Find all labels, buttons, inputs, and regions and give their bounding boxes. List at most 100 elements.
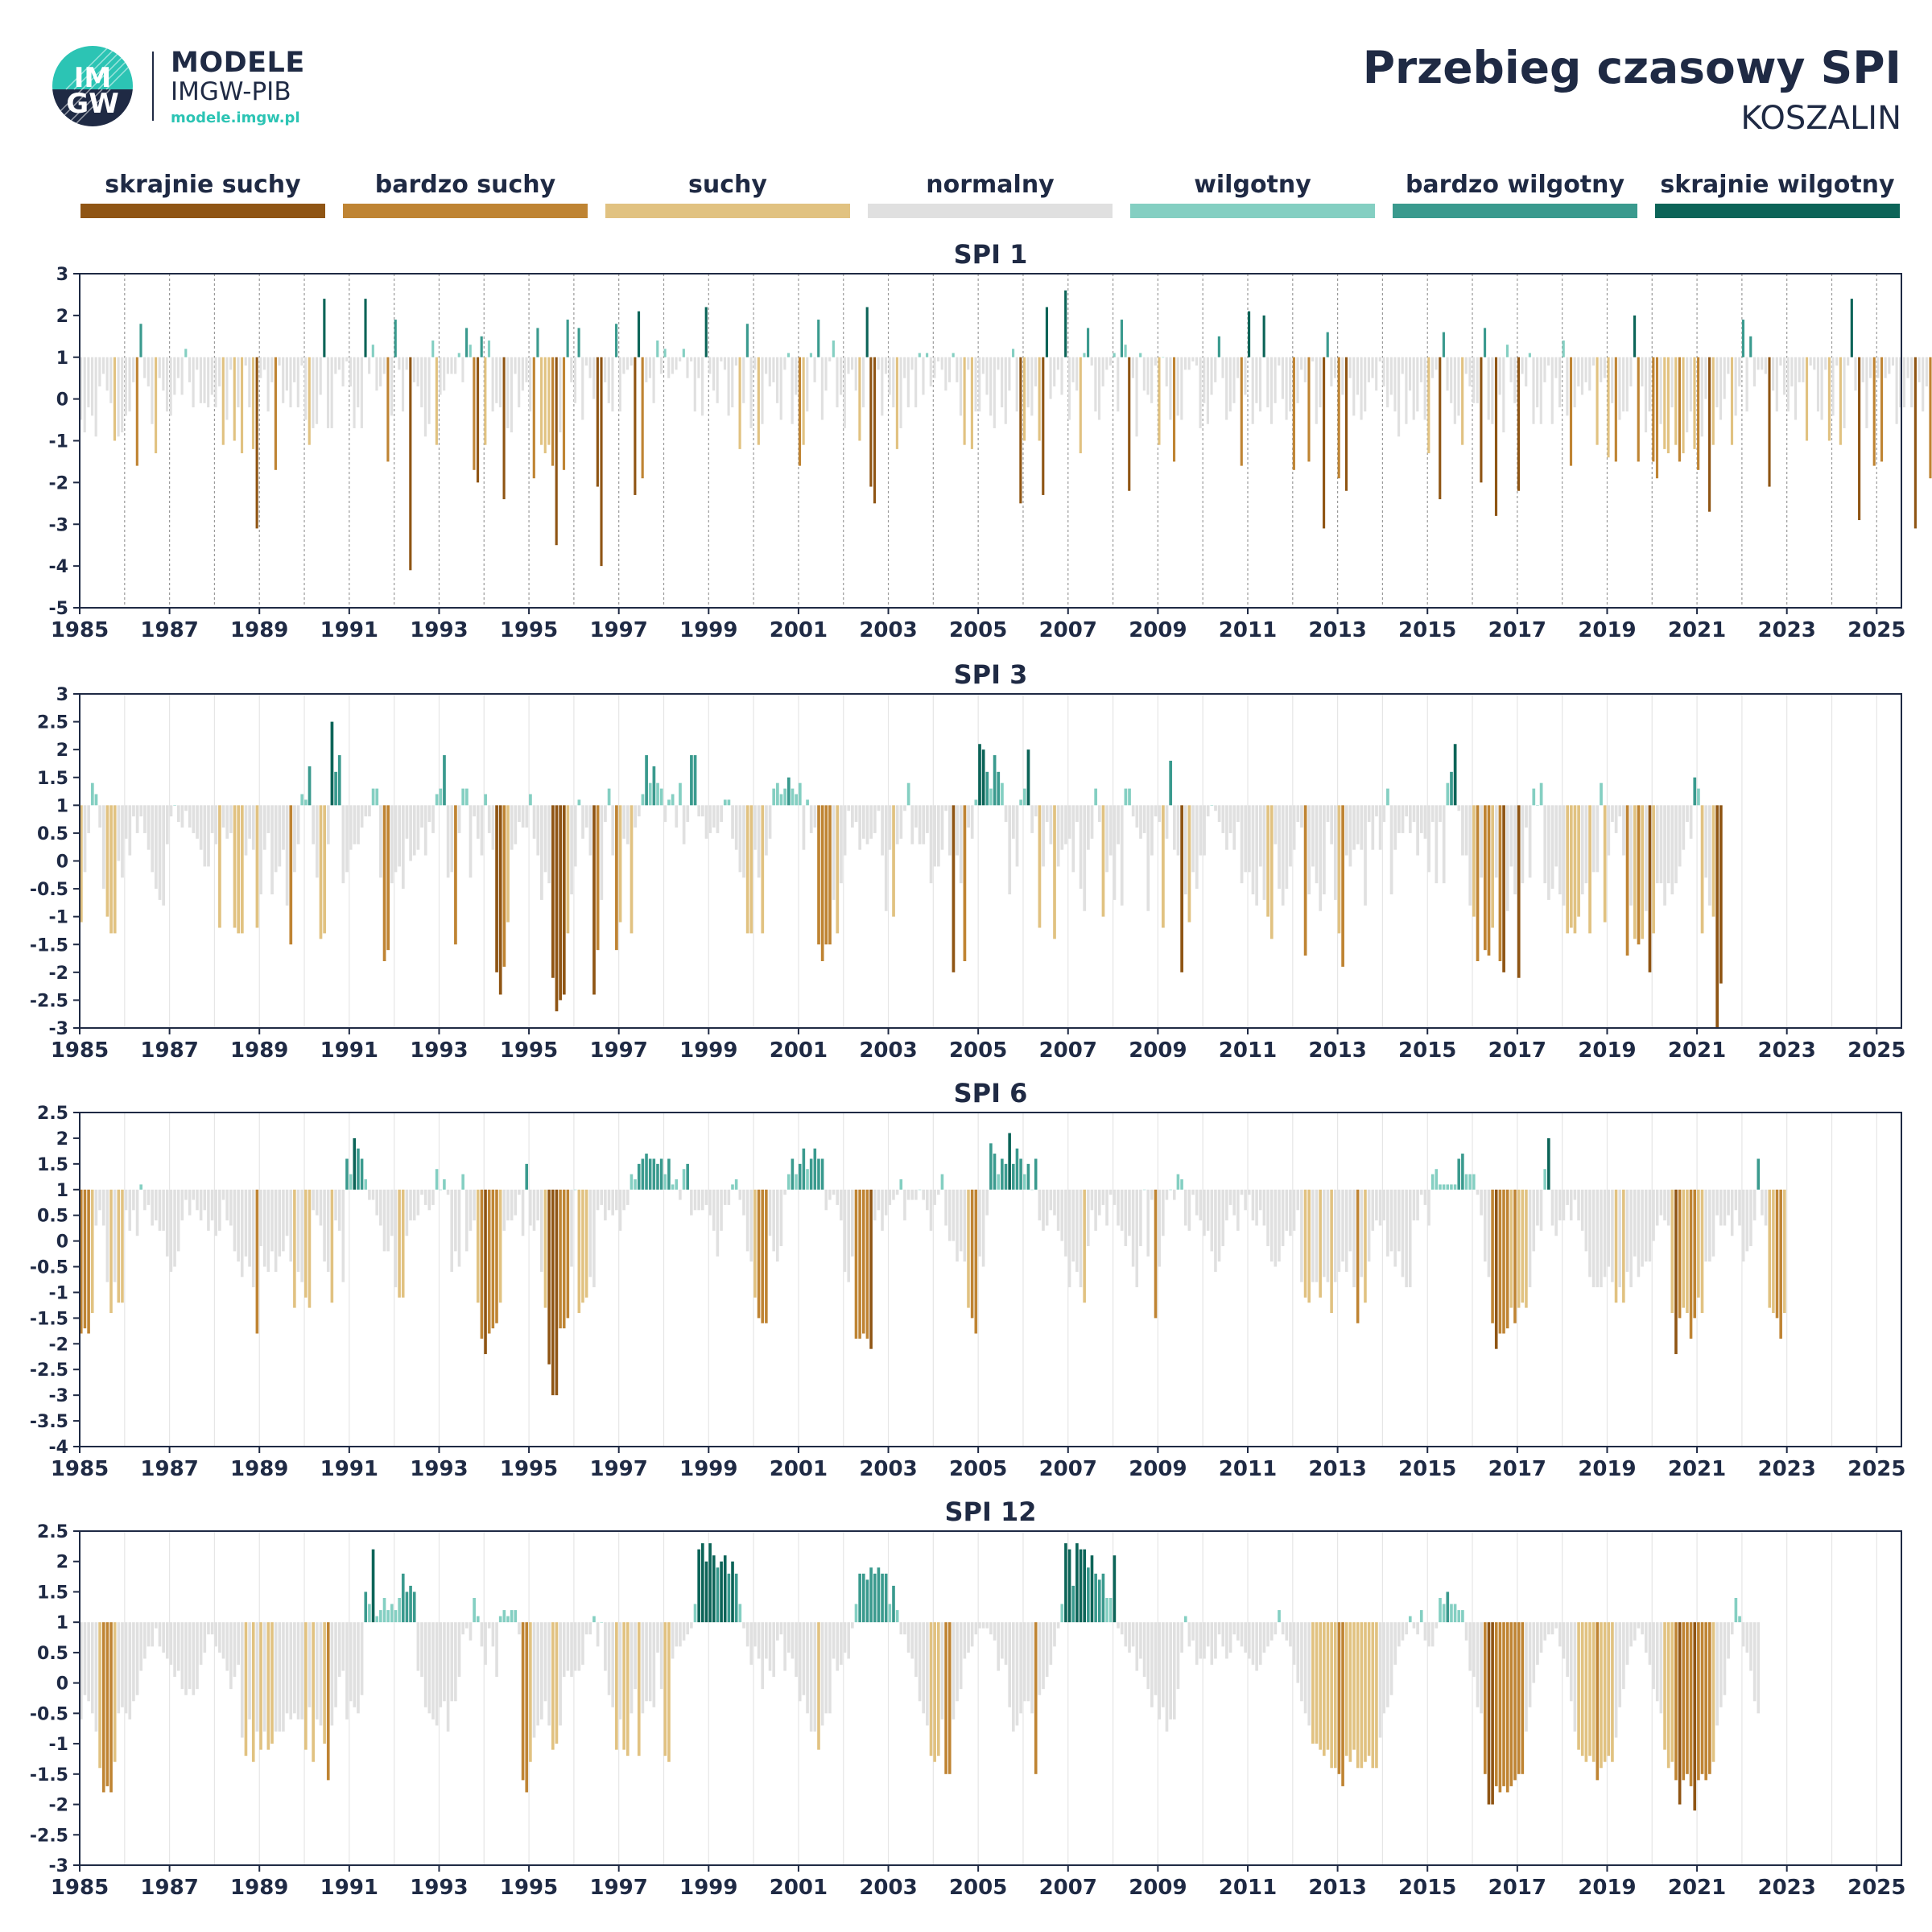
spi-bar bbox=[1880, 357, 1884, 462]
spi-bar bbox=[1307, 357, 1311, 462]
spi-bar bbox=[1303, 805, 1307, 956]
spi-bar bbox=[278, 357, 281, 366]
spi-bar bbox=[809, 1158, 813, 1190]
x-tick-label: 1985 bbox=[51, 1876, 109, 1900]
spi-bar bbox=[1697, 788, 1700, 806]
spi-bar bbox=[734, 1179, 738, 1190]
spi-bar bbox=[1292, 1622, 1296, 1665]
spi-bar bbox=[1034, 805, 1038, 817]
spi-bar bbox=[1150, 1622, 1154, 1707]
spi-bar bbox=[604, 357, 607, 382]
spi-bar bbox=[1682, 1189, 1686, 1308]
spi-bar bbox=[1423, 1189, 1427, 1205]
spi-bar bbox=[1633, 315, 1637, 357]
spi-bar bbox=[840, 1622, 843, 1665]
spi-bar bbox=[1591, 1189, 1596, 1288]
spi-bar bbox=[1251, 1189, 1255, 1221]
spi-bar bbox=[611, 1189, 614, 1216]
spi-bar bbox=[1491, 1189, 1494, 1323]
spi-bar bbox=[1015, 1148, 1019, 1190]
x-tick-label: 2003 bbox=[859, 618, 917, 642]
spi-bar bbox=[899, 1179, 903, 1190]
spi-bar bbox=[634, 1179, 637, 1190]
spi-bar bbox=[1562, 341, 1565, 357]
spi-bar bbox=[1502, 1622, 1505, 1786]
spi-bar bbox=[312, 357, 315, 428]
spi-bar bbox=[1442, 332, 1445, 357]
spi-bar bbox=[881, 1189, 884, 1231]
spi-bar bbox=[121, 1622, 124, 1707]
spi-bar bbox=[1344, 1622, 1348, 1757]
spi-bar bbox=[155, 1189, 158, 1221]
spi-bar bbox=[323, 805, 327, 934]
spi-bar bbox=[80, 805, 83, 923]
spi-bar bbox=[1476, 357, 1479, 403]
spi-bar bbox=[704, 307, 708, 357]
spi-bar bbox=[1730, 357, 1734, 445]
spi-bar bbox=[1532, 788, 1536, 806]
spi-bar bbox=[487, 1189, 491, 1334]
spi-bar bbox=[1472, 1622, 1476, 1678]
spi-bar bbox=[993, 1154, 997, 1190]
spi-bar bbox=[1285, 357, 1288, 420]
spi-bar bbox=[87, 1189, 90, 1334]
spi-bar bbox=[439, 1189, 443, 1191]
spi-bar bbox=[1745, 357, 1748, 412]
spi-bar bbox=[1457, 805, 1461, 811]
spi-bar bbox=[840, 805, 843, 884]
spi-bar bbox=[1315, 805, 1319, 884]
spi-bar bbox=[1176, 1174, 1180, 1190]
spi-bar bbox=[237, 1189, 240, 1262]
spi-bar bbox=[457, 1189, 461, 1267]
spi-bar bbox=[1558, 1622, 1562, 1647]
spi-bar bbox=[1042, 1189, 1045, 1231]
spi-bar bbox=[1389, 1189, 1393, 1252]
spi-bar bbox=[997, 1174, 1000, 1190]
spi-bar bbox=[529, 1622, 532, 1762]
spi-bar bbox=[368, 805, 371, 817]
spi-bar bbox=[1337, 357, 1340, 479]
spi-bar bbox=[1266, 357, 1269, 407]
spi-bar bbox=[993, 1622, 997, 1641]
spi-bar bbox=[1487, 1622, 1491, 1805]
spi-bar bbox=[1697, 357, 1700, 470]
spi-bar bbox=[1022, 357, 1026, 441]
spi-bar bbox=[416, 1622, 420, 1671]
spi-bar bbox=[379, 357, 382, 387]
spi-bar bbox=[1918, 357, 1921, 382]
spi-bar bbox=[858, 1573, 861, 1623]
spi-bar bbox=[1596, 1622, 1600, 1781]
spi-bar bbox=[967, 1189, 970, 1308]
x-tick-label: 1999 bbox=[679, 618, 737, 642]
spi-bar bbox=[1172, 1189, 1176, 1200]
spi-bar bbox=[637, 1163, 641, 1190]
spi-bar bbox=[1686, 1622, 1689, 1774]
spi-bar bbox=[1562, 805, 1566, 906]
spi-bar bbox=[454, 805, 457, 945]
spi-bar bbox=[1300, 1622, 1303, 1702]
spi-bar bbox=[1752, 1622, 1757, 1702]
spi-bar bbox=[802, 1622, 806, 1695]
spi-bar bbox=[1176, 1622, 1180, 1690]
spi-bar bbox=[1625, 1622, 1629, 1665]
spi-bar bbox=[1708, 1189, 1711, 1262]
spi-bar bbox=[708, 805, 712, 833]
y-tick-label: -4 bbox=[49, 1438, 68, 1458]
spi-bar bbox=[289, 805, 293, 945]
spi-bar bbox=[1569, 357, 1573, 466]
spi-bar bbox=[1064, 1543, 1067, 1623]
spi-bar bbox=[1090, 805, 1094, 839]
x-tick-label: 2021 bbox=[1668, 1876, 1726, 1900]
plot-frame bbox=[79, 1530, 1902, 1866]
spi-bar bbox=[843, 805, 847, 856]
spi-bar bbox=[667, 799, 671, 806]
spi-bar bbox=[779, 794, 783, 806]
spi-bar bbox=[262, 805, 266, 850]
y-tick-label: 1 bbox=[56, 796, 68, 816]
spi-bar bbox=[1255, 357, 1258, 403]
spi-bar bbox=[446, 1189, 450, 1195]
spi-bar bbox=[645, 1622, 648, 1702]
x-tick-label: 2007 bbox=[1039, 1876, 1097, 1900]
y-tick-label: -1 bbox=[49, 432, 68, 452]
